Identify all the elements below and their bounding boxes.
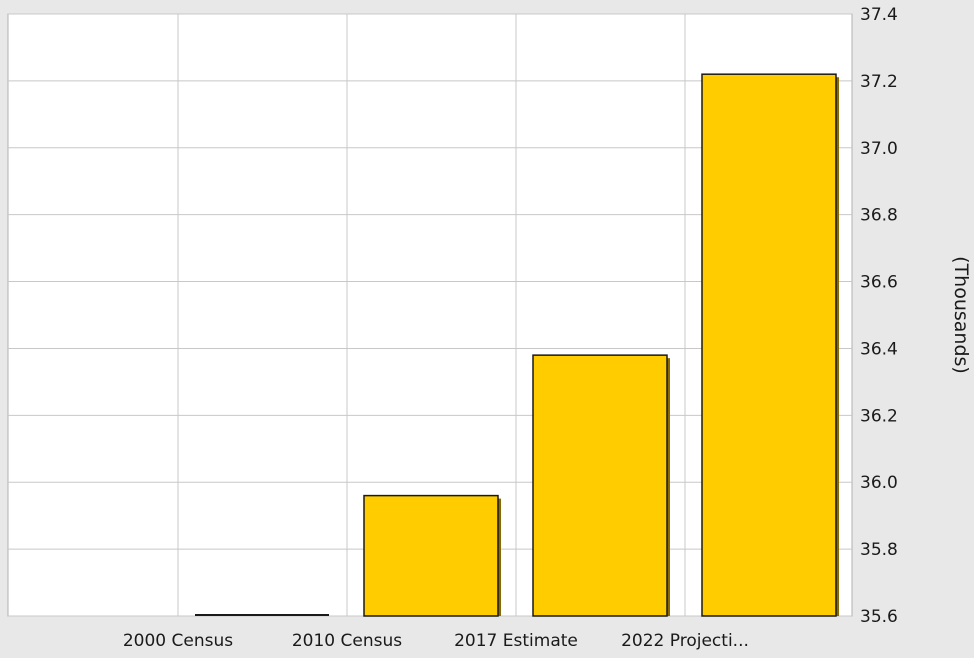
y-tick-label: 37.4 bbox=[860, 5, 898, 25]
y-tick-label: 37.0 bbox=[860, 139, 898, 159]
y-tick-label: 36.6 bbox=[860, 273, 898, 293]
x-tick-label: 2000 Census bbox=[123, 631, 233, 651]
bars bbox=[195, 73, 839, 617]
bar-2 bbox=[363, 494, 501, 617]
bar-4 bbox=[701, 73, 839, 617]
y-tick-label: 36.0 bbox=[860, 473, 898, 493]
y-tick-label: 37.2 bbox=[860, 72, 898, 92]
y-axis-label: (Thousands) bbox=[950, 256, 972, 374]
y-axis-tick-labels: 35.6 35.8 36.0 36.2 36.4 36.6 36.8 37.0 37.2 37.4 bbox=[860, 5, 898, 627]
x-tick-label: 2017 Estimate bbox=[454, 631, 578, 651]
x-tick-label: 2010 Census bbox=[292, 631, 402, 651]
y-tick-label: 36.4 bbox=[860, 339, 898, 359]
y-tick-label: 36.2 bbox=[860, 406, 898, 426]
x-axis-tick-labels: 2000 Census 2010 Census 2017 Estimate 2022 … bbox=[123, 631, 749, 651]
y-tick-label: 36.8 bbox=[860, 206, 898, 226]
bar-body bbox=[532, 354, 668, 617]
bar-body bbox=[701, 73, 837, 617]
y-tick-label: 35.6 bbox=[860, 607, 898, 627]
y-tick-label: 35.8 bbox=[860, 540, 898, 560]
bar-body bbox=[363, 494, 499, 617]
x-tick-label: 2022 Projecti... bbox=[621, 631, 749, 651]
bar-3 bbox=[532, 354, 670, 617]
